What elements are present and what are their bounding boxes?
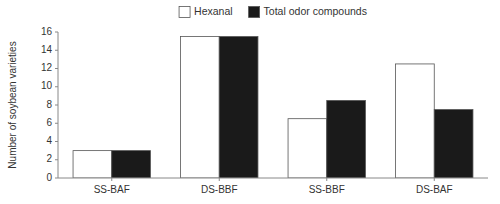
y-tick-label: 6 (46, 117, 52, 128)
y-tick-label: 14 (41, 44, 53, 55)
y-tick (55, 159, 58, 160)
x-tick (434, 178, 435, 181)
bar (396, 64, 435, 178)
x-axis-line (58, 178, 488, 179)
bars (73, 37, 473, 178)
x-tick-label: DS-BAF (416, 184, 453, 195)
y-tick-label: 4 (46, 135, 52, 146)
bar (219, 37, 258, 178)
y-tick-label: 12 (41, 62, 53, 73)
bar (73, 151, 112, 178)
legend-swatch (249, 7, 260, 18)
y-tick (55, 86, 58, 87)
legend-label: Total odor compounds (264, 5, 367, 17)
bar (112, 151, 151, 178)
y-tick-label: 16 (41, 26, 53, 37)
y-tick-label: 8 (46, 99, 52, 110)
legend: Hexanal Total odor compounds (179, 5, 367, 18)
x-tick (326, 178, 327, 181)
y-tick (55, 141, 58, 142)
x-tick-label: SS-BBF (309, 184, 345, 195)
x-tick-label: DS-BBF (201, 184, 238, 195)
bar (288, 119, 327, 178)
y-tick-label: 10 (41, 80, 53, 91)
y-tick (55, 178, 58, 179)
x-tick (219, 178, 220, 181)
chart: 0 2 4 6 8 10 12 14 16 SS-BAF DS-BBF SS-BBF DS-BAF Num… (0, 0, 500, 204)
y-tick-label: 0 (46, 172, 52, 183)
legend-swatch (179, 7, 190, 18)
y-tick (55, 123, 58, 124)
y-tick (55, 68, 58, 69)
x-tick (111, 178, 112, 181)
y-tick-label: 2 (46, 153, 52, 164)
y-axis-label: Number of soybean varieties (7, 41, 18, 168)
x-tick-label: SS-BAF (94, 184, 130, 195)
bar (434, 110, 473, 178)
bar (327, 100, 366, 178)
bar (181, 37, 220, 178)
y-tick (55, 32, 58, 33)
y-tick (55, 50, 58, 51)
legend-label: Hexanal (194, 5, 233, 17)
y-tick (55, 105, 58, 106)
